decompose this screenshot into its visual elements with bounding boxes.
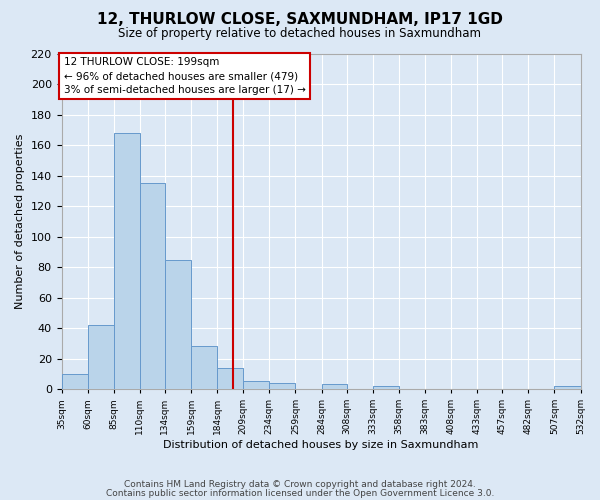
Y-axis label: Number of detached properties: Number of detached properties xyxy=(15,134,25,309)
Bar xyxy=(114,133,140,389)
Bar xyxy=(88,325,114,389)
Bar xyxy=(62,374,88,389)
Bar xyxy=(373,386,399,389)
Bar xyxy=(191,346,217,389)
X-axis label: Distribution of detached houses by size in Saxmundham: Distribution of detached houses by size … xyxy=(163,440,479,450)
Bar xyxy=(243,382,269,389)
Text: 12, THURLOW CLOSE, SAXMUNDHAM, IP17 1GD: 12, THURLOW CLOSE, SAXMUNDHAM, IP17 1GD xyxy=(97,12,503,28)
Bar xyxy=(217,368,243,389)
Text: Contains HM Land Registry data © Crown copyright and database right 2024.: Contains HM Land Registry data © Crown c… xyxy=(124,480,476,489)
Text: Contains public sector information licensed under the Open Government Licence 3.: Contains public sector information licen… xyxy=(106,489,494,498)
Bar xyxy=(140,184,165,389)
Bar xyxy=(554,386,581,389)
Bar xyxy=(165,260,191,389)
Text: Size of property relative to detached houses in Saxmundham: Size of property relative to detached ho… xyxy=(119,28,482,40)
Bar xyxy=(269,383,295,389)
Text: 12 THURLOW CLOSE: 199sqm
← 96% of detached houses are smaller (479)
3% of semi-d: 12 THURLOW CLOSE: 199sqm ← 96% of detach… xyxy=(64,57,305,95)
Bar xyxy=(322,384,347,389)
